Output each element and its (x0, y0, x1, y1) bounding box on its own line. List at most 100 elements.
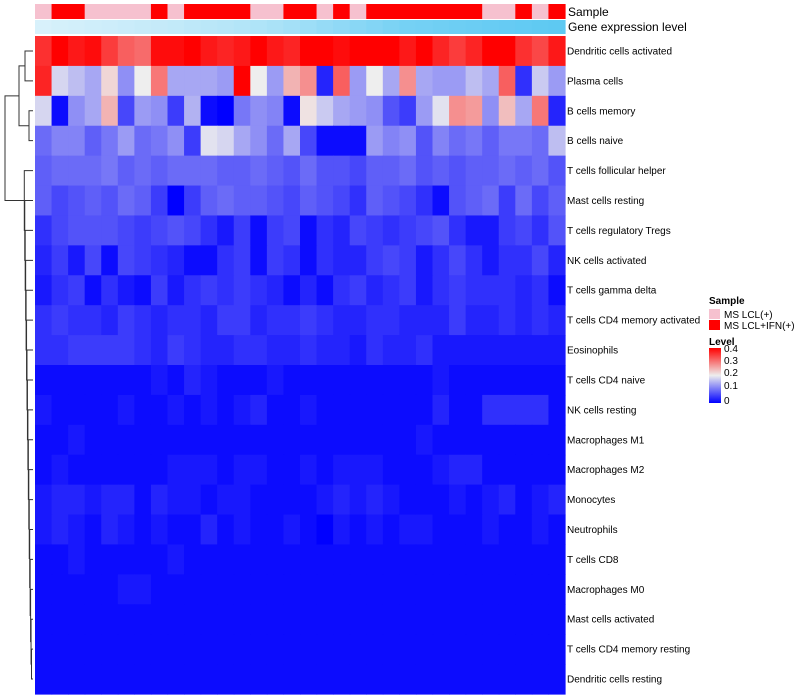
heatmap-cell (482, 544, 500, 575)
heatmap-cell (233, 95, 251, 127)
heatmap-cell (333, 604, 351, 635)
heatmap-cell (35, 155, 53, 187)
heatmap-cell (283, 125, 301, 157)
heatmap-cell (482, 514, 500, 546)
heatmap-cell (349, 305, 367, 336)
sample-annotation-cell (300, 4, 318, 19)
heatmap-cell (200, 275, 218, 306)
heatmap-cell (432, 275, 450, 306)
heatmap-cell (150, 155, 169, 187)
heatmap-cell (35, 36, 53, 67)
heatmap-cell (233, 185, 251, 217)
heatmap-cell (101, 394, 119, 426)
heatmap-cell (68, 335, 86, 366)
gene-expression-annotation-cell (432, 20, 450, 34)
heatmap-cell (366, 335, 384, 366)
heatmap-cell (101, 125, 119, 157)
heatmap-cell (233, 454, 251, 486)
heatmap-cell (349, 155, 367, 187)
heatmap-cell (101, 634, 119, 665)
heatmap-cell (300, 664, 318, 695)
heatmap-cell (250, 484, 268, 516)
heatmap-cell (515, 245, 533, 276)
heatmap-cell (382, 275, 400, 306)
heatmap-cell (200, 634, 218, 665)
heatmap-cell (415, 215, 434, 246)
heatmap-cell (266, 544, 285, 575)
heatmap-cell (333, 365, 351, 396)
heatmap-cell (117, 305, 135, 336)
heatmap-cell (515, 634, 533, 665)
heatmap-cell (84, 424, 102, 456)
heatmap-cell (548, 664, 566, 695)
heatmap-cell (101, 424, 119, 456)
heatmap-cell (415, 634, 434, 665)
row-label: B cells memory (567, 106, 635, 117)
heatmap-cell (68, 155, 86, 187)
heatmap-cell (150, 484, 169, 516)
heatmap-cell (134, 185, 152, 217)
sample-annotation-cell (184, 4, 202, 19)
heatmap-cell (51, 544, 69, 575)
sample-annotation-cell (266, 4, 285, 19)
heatmap-cell (217, 125, 235, 157)
heatmap-cell (531, 454, 550, 486)
heatmap-cell (184, 574, 202, 605)
heatmap-cell (283, 155, 301, 187)
heatmap-cell (134, 484, 152, 516)
heatmap-cell (382, 245, 400, 276)
heatmap-cell (134, 574, 152, 605)
heatmap-cell (200, 394, 218, 426)
gene-expression-annotation-cell (101, 20, 119, 34)
heatmap-cell (465, 514, 483, 546)
heatmap-cell (68, 275, 86, 306)
sample-legend-label: MS LCL(+) (724, 310, 773, 321)
heatmap-cell (35, 424, 53, 456)
heatmap-cell (382, 394, 400, 426)
heatmap-cell (84, 394, 102, 426)
heatmap-cell (200, 305, 218, 336)
heatmap-cell (498, 424, 516, 456)
heatmap-cell (200, 365, 218, 396)
heatmap-cell (349, 215, 367, 246)
heatmap-cell (399, 95, 417, 127)
heatmap-cell (382, 125, 400, 157)
heatmap-cell (515, 664, 533, 695)
heatmap-cell (482, 125, 500, 157)
heatmap-cell (84, 335, 102, 366)
heatmap-cell (283, 36, 301, 67)
heatmap-cell (333, 394, 351, 426)
heatmap-cell (283, 604, 301, 635)
heatmap-cell (150, 125, 169, 157)
heatmap-cell (482, 574, 500, 605)
heatmap-cell (200, 125, 218, 157)
sample-annotation-cell (548, 4, 566, 19)
heatmap-cell (465, 185, 483, 217)
heatmap-cell (134, 215, 152, 246)
heatmap-cell (84, 514, 102, 546)
heatmap-cell (465, 95, 483, 127)
heatmap-cell (515, 215, 533, 246)
level-legend-title: Level (709, 337, 735, 348)
row-label: Dendritic cells resting (567, 675, 662, 686)
heatmap-cell (432, 335, 450, 366)
heatmap-cell (233, 245, 251, 276)
gene-expression-annotation-cell (465, 20, 483, 34)
heatmap-cell (399, 185, 417, 217)
heatmap-cell (449, 365, 467, 396)
heatmap-cell (35, 484, 53, 516)
heatmap-cell (548, 125, 566, 157)
heatmap-cell (366, 514, 384, 546)
gene-expression-annotation-cell (51, 20, 69, 34)
sample-annotation-cell (399, 4, 417, 19)
heatmap-cell (167, 305, 185, 336)
heatmap-cell (515, 394, 533, 426)
heatmap-cell (432, 424, 450, 456)
sample-annotation-cell (134, 4, 152, 19)
heatmap-cell (283, 245, 301, 276)
heatmap-cell (449, 514, 467, 546)
heatmap-cell (117, 245, 135, 276)
heatmap-cell (266, 155, 285, 187)
heatmap-cell (465, 65, 483, 97)
heatmap-cell (167, 215, 185, 246)
